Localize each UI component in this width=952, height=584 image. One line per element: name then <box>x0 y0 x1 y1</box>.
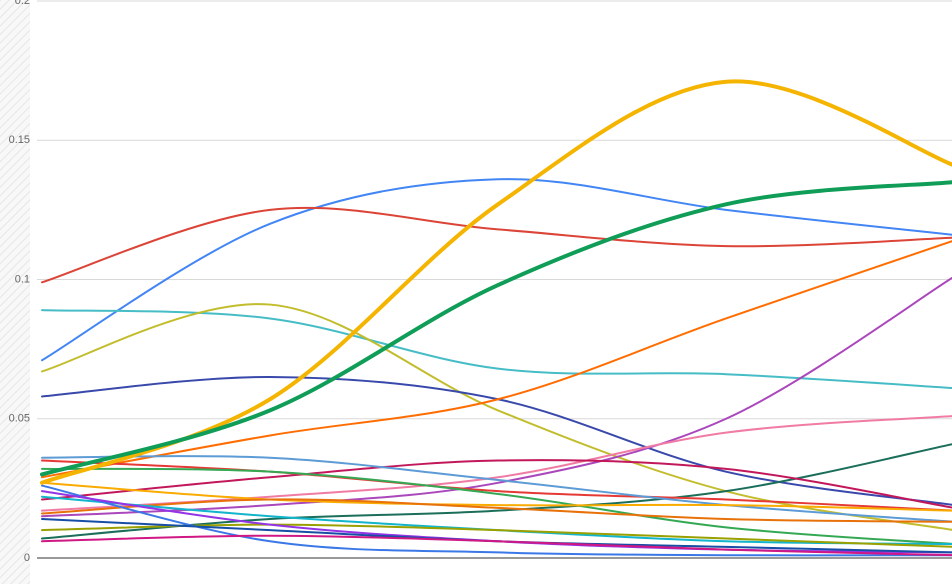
series-line <box>41 206 952 284</box>
series-line <box>41 309 952 389</box>
series-line <box>41 415 952 512</box>
series-line <box>41 303 952 531</box>
series-line <box>41 481 952 512</box>
series-line <box>41 240 952 479</box>
series-line <box>40 79 952 485</box>
series-line <box>41 455 952 523</box>
y-tick-label: 0.15 <box>9 134 30 146</box>
side-panel <box>0 0 30 584</box>
series-line <box>41 467 952 545</box>
series-line <box>41 178 952 362</box>
series-line <box>41 498 952 523</box>
y-tick-label: 0 <box>24 552 30 564</box>
y-tick-label: 0.1 <box>15 273 30 285</box>
series-line <box>41 534 952 557</box>
series-line <box>41 459 952 512</box>
series-line <box>40 180 952 477</box>
y-tick-label: 0.2 <box>15 0 30 7</box>
series-line <box>41 459 952 509</box>
y-tick-label: 0.05 <box>9 413 30 425</box>
